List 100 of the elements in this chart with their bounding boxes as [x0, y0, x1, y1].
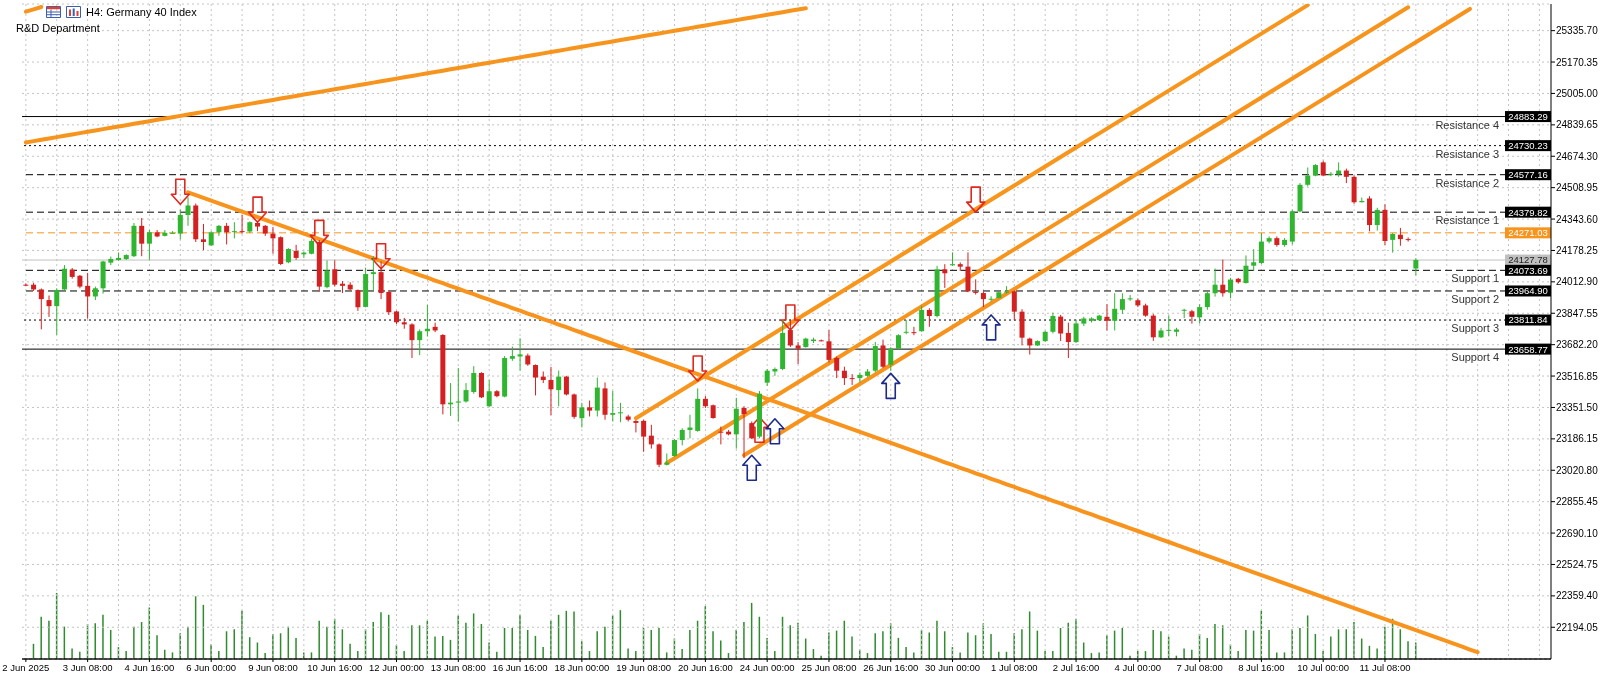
y-tick-label: 24012.90	[1556, 276, 1599, 288]
x-tick-label: 8 Jul 16:00	[1238, 661, 1285, 673]
y-tick-label: 23847.55	[1556, 307, 1599, 319]
candlestick	[1058, 314, 1064, 342]
point	[780, 304, 801, 331]
candlestick	[1258, 232, 1264, 265]
candlestick	[170, 230, 176, 235]
candlestick	[648, 424, 654, 450]
ref-line-label: 24271.03	[1508, 227, 1548, 239]
candlestick	[919, 305, 925, 333]
y-tick-label: 25170.35	[1556, 56, 1599, 68]
candlestick	[563, 375, 569, 396]
x-tick-label: 16 Jun 16:00	[492, 661, 548, 673]
candlestick	[841, 366, 847, 386]
candlestick	[1212, 268, 1218, 298]
y-tick-label: 24674.30	[1556, 150, 1599, 162]
candlestick	[1390, 232, 1396, 254]
candlestick	[942, 263, 948, 289]
candlestick	[641, 419, 647, 453]
annotation: Support 3	[1451, 322, 1499, 335]
x-tick-label: 7 Jul 08:00	[1176, 661, 1223, 673]
point	[880, 372, 901, 400]
candlestick	[903, 319, 909, 335]
candlestick	[1374, 207, 1380, 232]
candlestick	[533, 363, 539, 396]
candlestick	[617, 402, 623, 423]
candlestick	[216, 224, 222, 237]
candlestick	[834, 355, 840, 379]
chart-title: H4: Germany 40 Index	[86, 6, 197, 18]
y-tick-label: 22359.40	[1556, 590, 1599, 602]
candlestick	[239, 214, 245, 235]
candlestick	[231, 221, 237, 239]
candlestick	[1004, 285, 1010, 295]
candlestick	[409, 322, 415, 359]
point	[687, 355, 708, 382]
x-tick-label: 13 Jun 08:00	[430, 661, 486, 673]
candlestick	[1220, 259, 1226, 298]
x-tick-label: 30 Jun 00:00	[925, 661, 980, 673]
ref-line-label: 24577.16	[1508, 169, 1548, 181]
candlestick	[988, 295, 994, 302]
candlestick	[1127, 294, 1133, 302]
candlestick	[162, 229, 168, 237]
candlestick	[826, 329, 832, 363]
point	[765, 418, 785, 445]
candlestick	[911, 326, 917, 336]
point	[741, 454, 762, 482]
candlestick	[1073, 319, 1079, 344]
x-tick-label: 4 Jul 00:00	[1114, 661, 1162, 673]
annotation: Resistance 1	[1435, 214, 1499, 227]
candlestick	[139, 217, 145, 257]
ref-line-label: 23811.84	[1508, 314, 1548, 326]
y-tick-label: 24508.95	[1556, 182, 1599, 194]
candlestick	[1112, 292, 1118, 331]
candlestick	[1204, 291, 1210, 311]
x-tick-label: 9 Jun 08:00	[248, 661, 298, 673]
candlestick	[741, 405, 747, 459]
candlestick	[185, 196, 191, 227]
x-tick-label: 10 Jul 00:00	[1297, 661, 1350, 673]
candlestick	[46, 295, 52, 318]
candlestick	[1189, 309, 1195, 325]
candlestick	[1104, 303, 1110, 331]
y-tick-label: 24178.25	[1556, 245, 1599, 257]
x-tick-label: 12 Jun 00:00	[369, 661, 424, 673]
candlestick	[718, 426, 724, 445]
candlestick	[594, 377, 600, 417]
x-tick-label: 25 Jun 08:00	[801, 661, 857, 673]
annotation: Support 1	[1451, 272, 1499, 285]
point	[247, 196, 268, 223]
candlestick	[177, 209, 183, 240]
candlestick	[1150, 313, 1156, 342]
candlestick	[38, 287, 44, 330]
candlestick	[463, 382, 469, 404]
candlestick	[880, 339, 886, 369]
candlestick	[1328, 171, 1334, 177]
annotation: R&D Department	[16, 22, 100, 34]
candlestick	[687, 414, 693, 439]
candlestick	[224, 222, 230, 245]
candlestick	[517, 337, 523, 372]
candlestick	[386, 289, 392, 316]
candlestick	[579, 402, 585, 428]
candlestick	[200, 223, 206, 251]
ref-line-label: 24883.29	[1508, 110, 1548, 122]
candlestick	[926, 307, 932, 328]
candlestick	[85, 272, 91, 320]
candlestick	[1228, 277, 1234, 299]
x-tick-label: 26 Jun 16:00	[863, 661, 919, 673]
y-tick-label: 22524.75	[1556, 559, 1599, 571]
candlestick	[486, 379, 492, 408]
x-tick-label: 11 Jul 08:00	[1359, 661, 1411, 673]
candlestick	[324, 259, 330, 289]
candlestick	[548, 366, 554, 416]
candlestick	[857, 371, 863, 383]
candlestick	[1011, 289, 1017, 321]
y-tick-label: 25005.00	[1556, 88, 1599, 99]
y-tick-label: 23516.85	[1556, 370, 1599, 382]
candlestick	[1166, 315, 1172, 337]
candlestick	[556, 370, 562, 407]
ref-line-label: 24073.69	[1508, 264, 1548, 276]
candlestick	[849, 373, 855, 386]
x-tick-label: 20 Jun 16:00	[677, 661, 733, 673]
